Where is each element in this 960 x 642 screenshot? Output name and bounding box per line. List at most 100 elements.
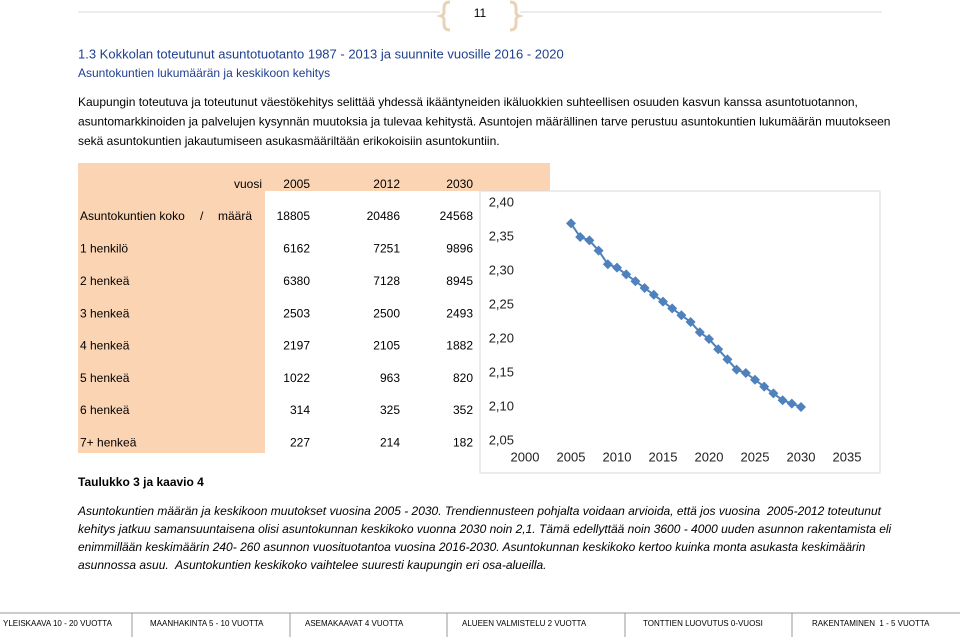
table-cell: 963 [380,371,400,385]
marker [713,344,724,355]
table-cell: 8945 [446,274,473,288]
marker [786,398,797,409]
x-tick-label: 2025 [741,449,770,464]
table-cell: 7128 [373,274,400,288]
paragraph-line: asunnossa asuu. Asuntokuntien keskikoko … [78,558,547,572]
marker [639,283,650,293]
paragraph-line: Asuntokuntien määrän ja keskikoon muutok… [77,504,882,518]
paragraph-line: sekä asuntokuntien jakautumiseen asukasm… [78,134,500,148]
table-cell: 1022 [283,371,310,385]
chart-frame [479,190,881,474]
marker [584,235,595,246]
marker [602,259,613,270]
table-cell: 325 [380,403,400,417]
marker [621,269,632,280]
table-row-label: määrä [218,209,252,223]
y-tick-label: 2,20 [489,330,514,345]
page-number: 11 [474,6,487,20]
caption: Taulukko 3 ja kaavio 4 [78,475,204,489]
table-row-label: Asuntokuntien koko [80,209,185,223]
table-header-cell: 2030 [446,177,473,191]
marker [566,218,576,229]
footer-item: RAKENTAMINEN 1 - 5 VUOTTA [812,619,930,628]
paragraph-line: Kaupungin toteutuva ja toteutunut väestö… [78,95,858,109]
table-row-label: 2 henkeä [80,274,130,288]
paragraph-line: asuntomarkkinoiden ja palvelujen kysynnä… [78,115,890,129]
marker [777,395,788,406]
footer-item: TONTTIEN LUOVUTUS 0-VUOSI [643,619,763,628]
y-tick-label: 2,10 [489,398,514,413]
marker [667,303,678,314]
table-header-cell: 2012 [373,177,400,191]
footer-item: ALUEEN VALMISTELU 2 VUOTTA [462,619,587,628]
table-cell: 7251 [373,242,400,256]
table-cell: 1882 [446,339,473,353]
table-label-bg [78,191,265,453]
table-cell: 227 [290,435,310,449]
y-tick-label: 2,40 [489,194,514,209]
marker [694,327,705,338]
table-row-label: / [200,209,204,223]
marker [658,296,668,307]
x-tick-label: 2035 [833,449,862,464]
table-row-label: 4 henkeä [80,339,130,353]
marker [750,374,760,385]
table-row-label: 7+ henkeä [80,435,137,449]
table-cell: 314 [290,403,310,417]
table-row-label: 5 henkeä [80,371,130,385]
table-cell: 182 [453,435,473,449]
table-cell: 352 [453,403,473,417]
x-tick-label: 2015 [649,449,678,464]
section-title: 1.3 Kokkolan toteutunut asuntotuotanto 1… [78,46,564,61]
table-cell: 6380 [283,274,310,288]
brace [509,0,524,32]
table-header-cell: vuosi [234,177,262,191]
x-tick-label: 2005 [557,449,586,464]
table-cell: 9896 [446,242,473,256]
x-tick-label: 2000 [511,449,540,464]
x-tick-label: 2010 [603,449,632,464]
table-cell: 20486 [367,209,401,223]
table-row-label: 1 henkilö [80,242,128,256]
table-header-bg [78,163,550,191]
table-cell: 2493 [446,306,473,320]
marker [648,289,659,300]
marker [612,262,622,273]
brace [436,0,451,32]
table-cell: 2503 [283,306,310,320]
paragraph-line: kehitys jatkuu samansuuntaisena olisi as… [78,522,892,536]
marker [630,276,641,287]
table-cell: 2105 [373,339,400,353]
table-row-label: 3 henkeä [80,306,130,320]
marker [704,334,714,344]
footer-item: ASEMAKAAVAT 4 VUOTTA [305,619,404,628]
marker [575,232,586,242]
table-row-label: 6 henkeä [80,403,130,417]
table-cell: 6162 [283,242,310,256]
table-cell: 214 [380,435,400,449]
marker [768,388,779,399]
y-tick-label: 2,25 [489,296,514,311]
x-tick-label: 2020 [695,449,724,464]
y-tick-label: 2,15 [489,364,514,379]
y-tick-label: 2,30 [489,262,514,277]
marker [593,245,604,256]
marker [740,368,751,378]
marker [722,354,733,365]
marker [796,402,806,412]
footer-item: MAANHAKINTA 5 - 10 VUOTTA [150,619,264,628]
table-cell: 2500 [373,306,400,320]
marker [676,310,687,321]
y-tick-label: 2,05 [489,432,514,447]
footer-item: YLEISKAAVA 10 - 20 VUOTTA [3,619,113,628]
table-cell: 18805 [277,209,311,223]
marker [759,381,770,392]
table-cell: 2197 [283,339,310,353]
y-tick-label: 2,35 [489,228,514,243]
table-cell: 820 [453,371,473,385]
table-cell: 24568 [440,209,474,223]
marker [685,317,696,327]
paragraph-line: enimmillään keskimäärin 240- 260 asunnon… [78,540,866,554]
